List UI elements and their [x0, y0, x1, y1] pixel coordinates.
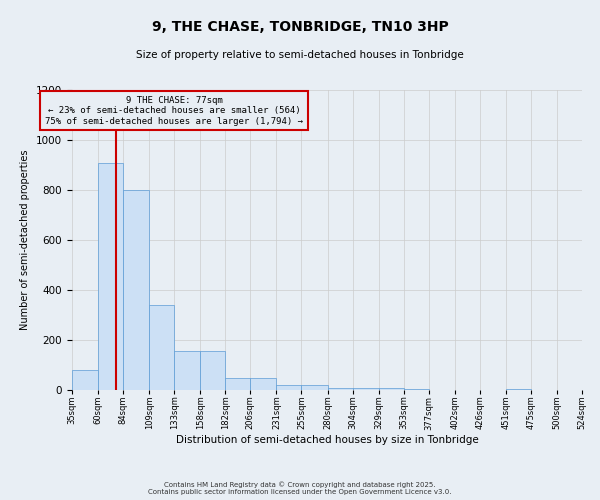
Bar [506, 389, 531, 390]
Y-axis label: Number of semi-detached properties: Number of semi-detached properties [20, 150, 31, 330]
Bar [72, 370, 98, 390]
Bar [328, 388, 353, 390]
Text: 9 THE CHASE: 77sqm
← 23% of semi-detached houses are smaller (564)
75% of semi-d: 9 THE CHASE: 77sqm ← 23% of semi-detache… [45, 96, 303, 126]
Bar [277, 385, 301, 390]
Bar [250, 378, 277, 390]
Bar [404, 389, 428, 390]
Bar [379, 388, 404, 390]
Text: Size of property relative to semi-detached houses in Tonbridge: Size of property relative to semi-detach… [136, 50, 464, 60]
Bar [301, 385, 328, 390]
Bar [174, 351, 200, 390]
Bar [226, 378, 250, 390]
X-axis label: Distribution of semi-detached houses by size in Tonbridge: Distribution of semi-detached houses by … [176, 435, 478, 445]
Bar [353, 388, 379, 390]
Bar [123, 190, 149, 390]
Bar [98, 162, 123, 390]
Bar [149, 305, 174, 390]
Bar [200, 351, 226, 390]
Text: 9, THE CHASE, TONBRIDGE, TN10 3HP: 9, THE CHASE, TONBRIDGE, TN10 3HP [152, 20, 448, 34]
Text: Contains HM Land Registry data © Crown copyright and database right 2025.
Contai: Contains HM Land Registry data © Crown c… [148, 482, 452, 495]
